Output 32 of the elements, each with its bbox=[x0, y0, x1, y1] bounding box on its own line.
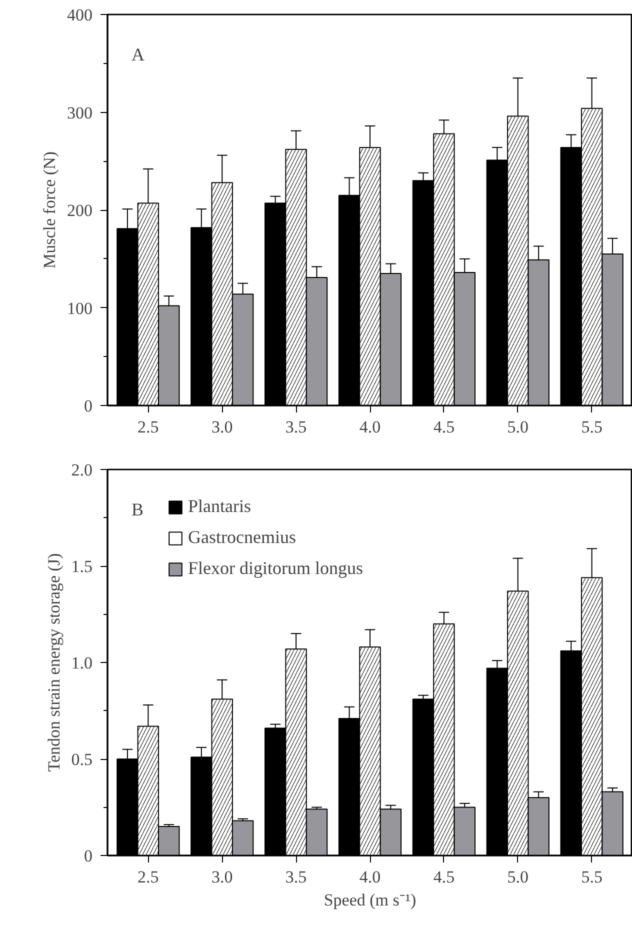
y-axis-title: Tendon strain energy storage (J) bbox=[44, 553, 64, 772]
x-tick-label: 4.0 bbox=[359, 868, 381, 886]
x-tick-label: 5.0 bbox=[507, 868, 529, 886]
x-tick-label: 3.0 bbox=[211, 868, 233, 886]
y-tick-label: 1.5 bbox=[71, 557, 92, 576]
x-tick-label: 4.0 bbox=[359, 418, 381, 436]
y-tick-label: 100 bbox=[67, 298, 92, 318]
x-tick-label: 3.0 bbox=[211, 418, 233, 436]
x-tick-label: 5.0 bbox=[507, 418, 529, 436]
x-tick-label: 4.5 bbox=[433, 418, 455, 436]
y-axis-title: Muscle force (N) bbox=[40, 151, 59, 269]
legend-label: Flexor digitorum longus bbox=[188, 558, 363, 579]
y-tick-label: 300 bbox=[67, 103, 92, 122]
x-tick-label: 5.5 bbox=[581, 868, 602, 886]
x-tick-label: 4.5 bbox=[433, 868, 455, 886]
y-tick-label: 200 bbox=[67, 201, 92, 220]
x-tick-label: 3.5 bbox=[285, 868, 307, 886]
annotation: A bbox=[132, 44, 144, 64]
y-tick-label: 400 bbox=[67, 6, 92, 24]
x-tick-label: 3.5 bbox=[285, 418, 307, 436]
y-tick-label: 0.5 bbox=[71, 750, 92, 769]
x-tick-label: 5.5 bbox=[581, 418, 602, 436]
legend-label: Gastrocnemius bbox=[188, 527, 296, 548]
x-tick-label: 2.5 bbox=[138, 418, 159, 436]
annotation: B bbox=[132, 500, 144, 520]
legend-label: Plantaris bbox=[188, 496, 251, 517]
y-tick-label: 0 bbox=[84, 396, 92, 416]
y-tick-label: 2.0 bbox=[71, 460, 92, 480]
y-tick-label: 1.0 bbox=[71, 654, 92, 672]
x-axis-title: Speed (m s⁻¹) bbox=[324, 890, 416, 910]
x-tick-label: 2.5 bbox=[138, 868, 159, 886]
y-tick-label: 0 bbox=[84, 846, 92, 866]
